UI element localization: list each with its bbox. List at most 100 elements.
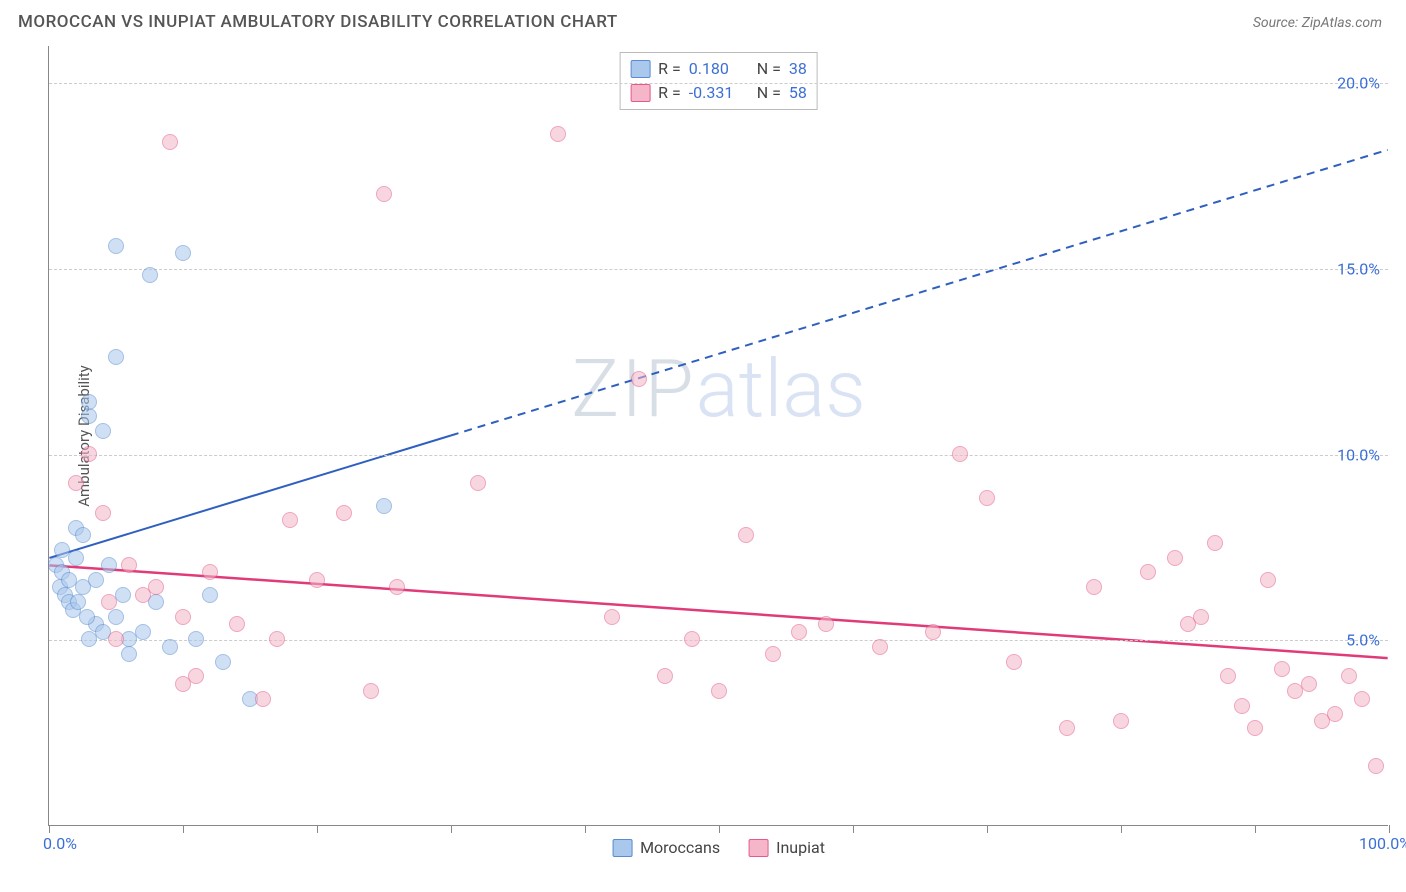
legend-item: Inupiat [748,838,825,857]
scatter-point [376,498,392,514]
scatter-point [135,624,151,640]
stats-row: R =0.180N =38 [630,57,807,81]
scatter-point [1368,758,1384,774]
scatter-point [142,267,158,283]
chart-plot-area: Ambulatory Disability ZIPatlas R =0.180N… [48,46,1388,826]
scatter-point [68,475,84,491]
scatter-point [75,527,91,543]
scatter-point [108,349,124,365]
scatter-point [121,646,137,662]
legend-label: Moroccans [640,838,720,857]
scatter-point [1167,550,1183,566]
trend-line [49,565,1387,658]
x-tick [987,825,988,833]
scatter-point [1113,713,1129,729]
x-tick-label: 100.0% [1359,834,1406,853]
scatter-point [1220,668,1236,684]
scatter-point [309,572,325,588]
x-tick [853,825,854,833]
scatter-point [738,527,754,543]
gridline [49,83,1388,84]
scatter-point [872,639,888,655]
scatter-point [336,505,352,521]
scatter-point [1354,691,1370,707]
stat-r-value: 0.180 [689,57,749,81]
scatter-point [631,371,647,387]
scatter-point [101,557,117,573]
legend-swatch [630,84,650,102]
scatter-point [1086,579,1102,595]
scatter-point [188,631,204,647]
scatter-point [162,134,178,150]
scatter-point [255,691,271,707]
scatter-point [95,505,111,521]
x-tick [1389,825,1390,833]
legend-swatch [748,839,768,857]
scatter-point [1234,698,1250,714]
scatter-point [952,446,968,462]
y-tick-label: 15.0% [1337,259,1380,278]
scatter-point [1274,661,1290,677]
scatter-point [1193,609,1209,625]
scatter-point [1341,668,1357,684]
x-tick [1121,825,1122,833]
scatter-point [215,654,231,670]
scatter-point [925,624,941,640]
scatter-point [765,646,781,662]
scatter-point [108,631,124,647]
scatter-point [1207,535,1223,551]
scatter-point [79,609,95,625]
correlation-stats-box: R =0.180N =38R =-0.331N =58 [619,52,818,110]
scatter-point [81,446,97,462]
scatter-point [121,557,137,573]
stats-row: R =-0.331N =58 [630,81,807,105]
y-tick-label: 5.0% [1346,631,1380,650]
scatter-point [175,245,191,261]
scatter-point [188,668,204,684]
scatter-point [550,126,566,142]
scatter-point [1059,720,1075,736]
scatter-point [88,572,104,588]
legend-swatch [630,60,650,78]
chart-header: MOROCCAN VS INUPIAT AMBULATORY DISABILIT… [0,0,1406,38]
scatter-point [1327,706,1343,722]
x-tick [49,825,50,833]
scatter-point [162,639,178,655]
scatter-point [101,594,117,610]
watermark-atlas: atlas [696,342,866,436]
scatter-point [1140,564,1156,580]
scatter-point [979,490,995,506]
scatter-point [229,616,245,632]
x-tick [585,825,586,833]
scatter-point [376,186,392,202]
legend-label: Inupiat [776,838,825,857]
scatter-point [81,408,97,424]
trend-line-dashed [451,150,1388,436]
gridline [49,455,1388,456]
scatter-point [70,594,86,610]
scatter-point [202,587,218,603]
y-tick-label: 10.0% [1337,445,1380,464]
scatter-point [1260,572,1276,588]
y-tick-label: 20.0% [1337,74,1380,93]
scatter-point [470,475,486,491]
scatter-point [1247,720,1263,736]
scatter-point [711,683,727,699]
legend-item: Moroccans [612,838,720,857]
legend-swatch [612,839,632,857]
scatter-point [657,668,673,684]
scatter-point [1301,676,1317,692]
stat-n-label: N = [757,81,781,105]
source-attribution: Source: ZipAtlas.com [1253,15,1382,31]
x-tick-label: 0.0% [43,834,77,853]
watermark: ZIPatlas [571,342,866,436]
x-tick [719,825,720,833]
scatter-point [148,579,164,595]
scatter-point [95,423,111,439]
scatter-point [175,609,191,625]
stat-r-label: R = [658,57,681,81]
gridline [49,269,1388,270]
gridline [49,640,1388,641]
bottom-legend: Moroccans Inupiat [612,838,825,857]
scatter-point [684,631,700,647]
